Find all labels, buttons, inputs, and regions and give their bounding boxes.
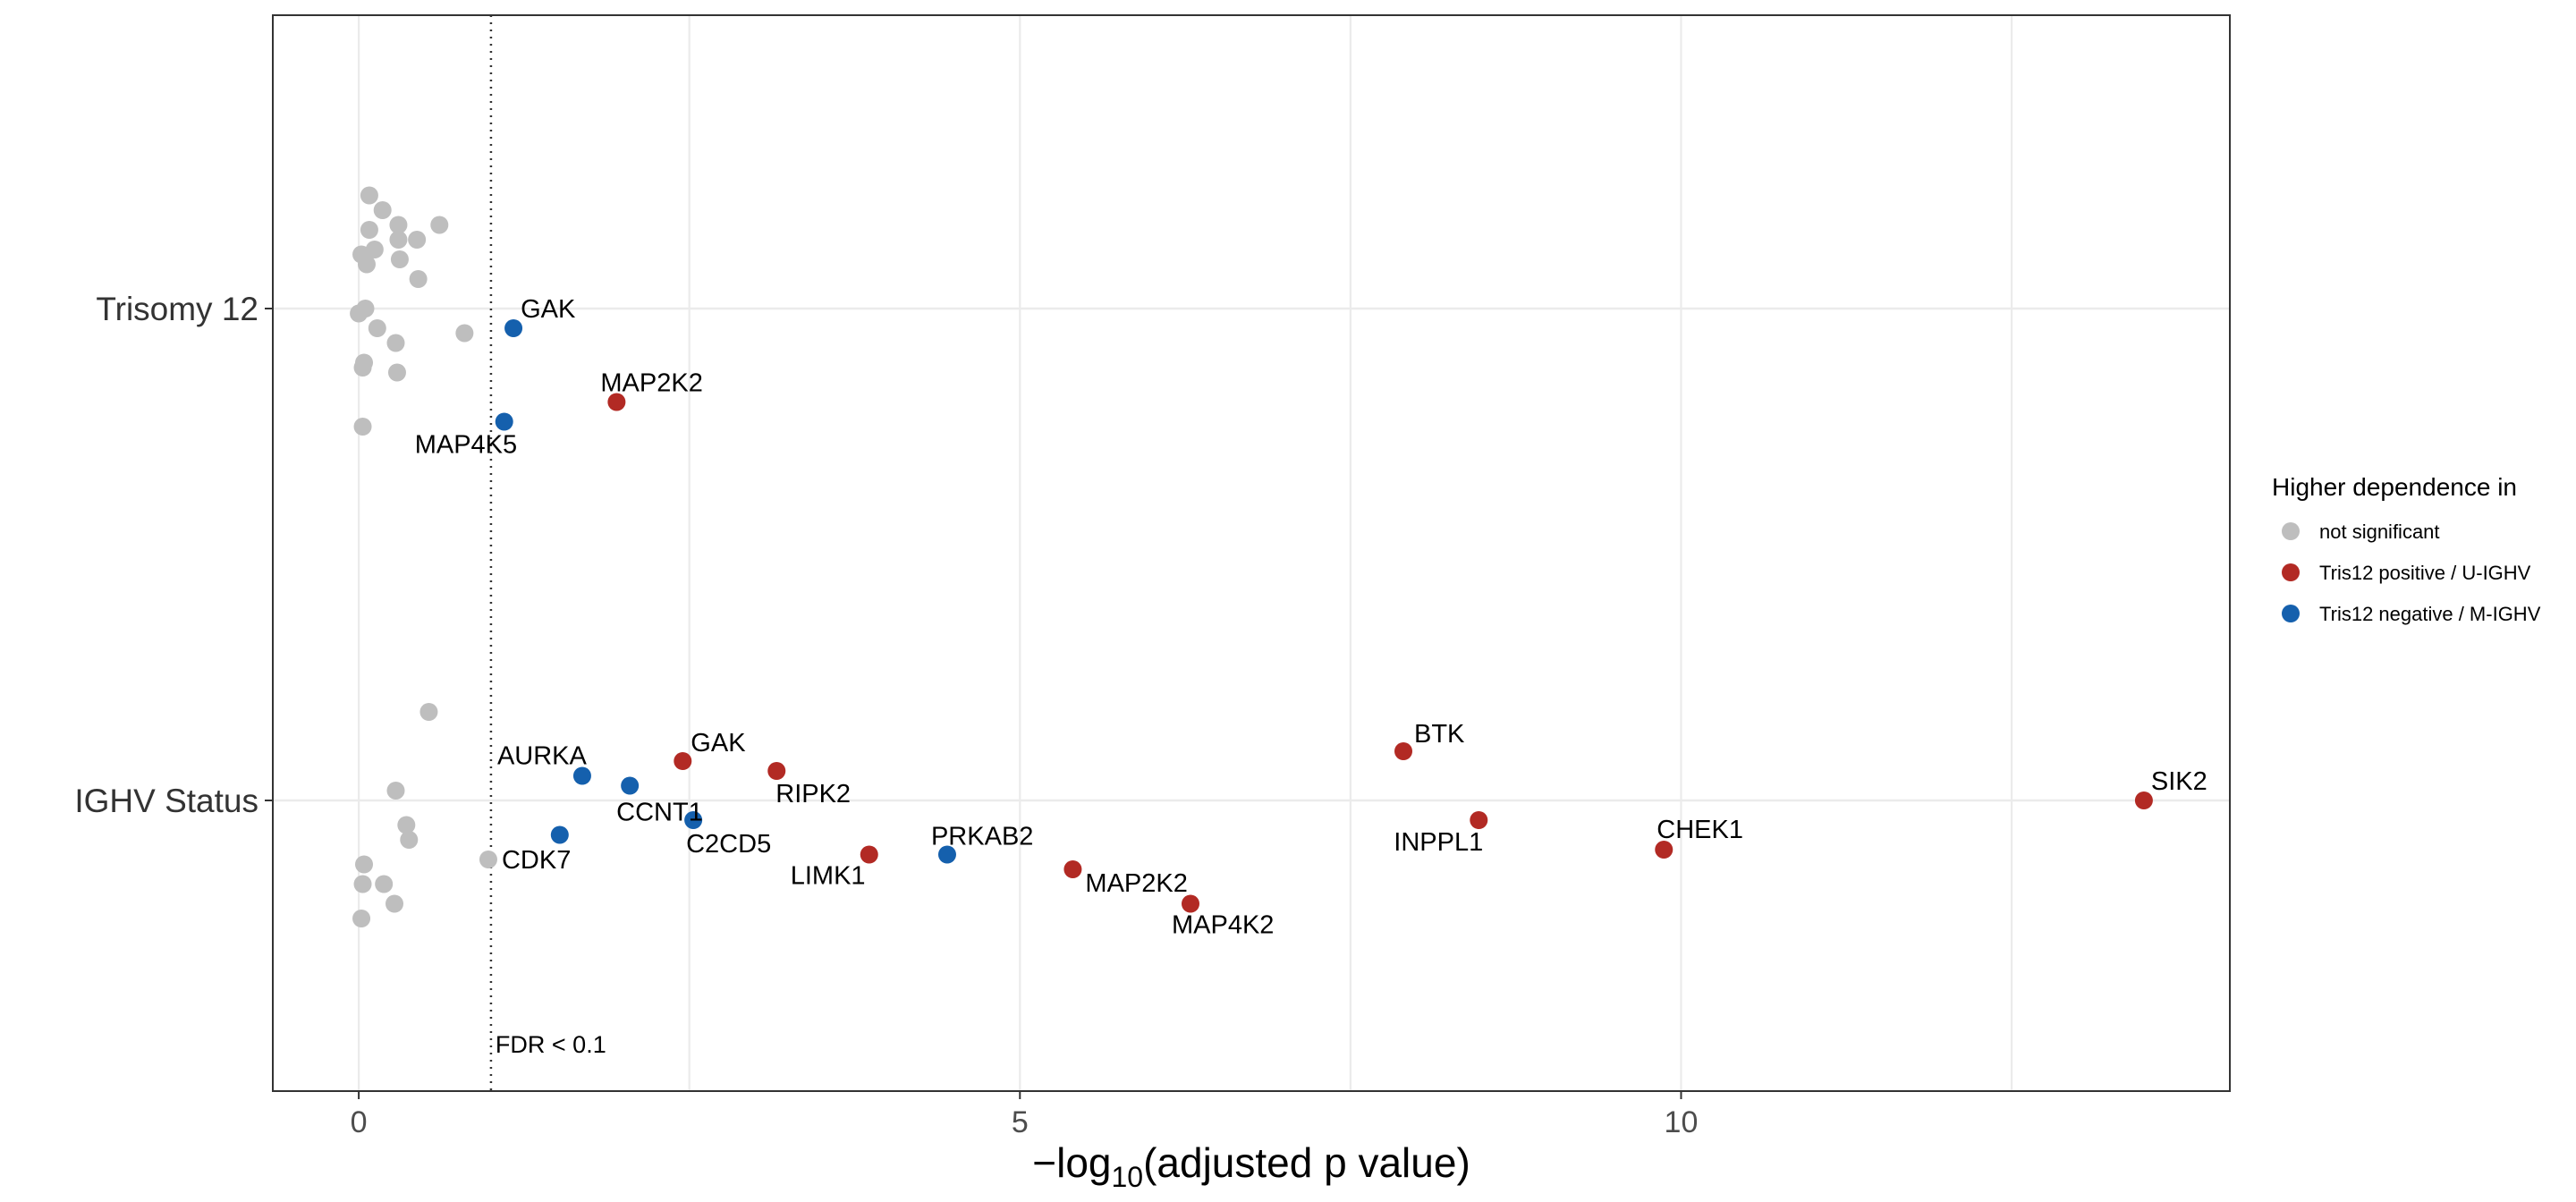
data-point-pos-limk1 xyxy=(860,845,878,864)
data-point-ns xyxy=(350,304,369,323)
x-axis-label: −log10(adjusted p value) xyxy=(1032,1139,1470,1193)
data-point-ns xyxy=(355,855,374,874)
data-point-neg-prkab2 xyxy=(937,845,956,864)
data-point-ns xyxy=(389,231,408,249)
data-point-pos-map2k2 xyxy=(607,393,626,411)
data-point-neg-gak xyxy=(504,319,523,337)
data-point-ns xyxy=(408,231,427,249)
y-tick-label-ighv-status: IGHV Status xyxy=(74,783,258,819)
x-axis-label-rest: (adjusted p value) xyxy=(1143,1139,1470,1186)
point-label-gak: GAK xyxy=(521,295,576,324)
data-point-ns xyxy=(397,816,416,834)
point-label-chek1: CHEK1 xyxy=(1657,816,1743,844)
data-point-ns-cdk7 xyxy=(479,851,497,868)
data-points xyxy=(350,186,2153,927)
point-label-inppl1: INPPL1 xyxy=(1394,828,1483,857)
data-point-pos-chek1 xyxy=(1655,841,1674,859)
data-point-ns xyxy=(400,831,419,849)
data-point-ns xyxy=(352,910,371,927)
x-tick-label: 5 xyxy=(1012,1105,1029,1139)
point-label-ccnt1: CCNT1 xyxy=(616,799,703,827)
point-label-map2k2: MAP2K2 xyxy=(600,369,702,398)
data-point-ns xyxy=(389,216,408,234)
legend-key-neg xyxy=(2282,605,2300,622)
grid-lines xyxy=(273,15,2230,1091)
data-point-neg-aurka xyxy=(572,766,591,785)
data-point-ns xyxy=(375,875,394,893)
data-point-ns xyxy=(353,875,372,893)
data-point-ns xyxy=(357,255,376,274)
point-label-aurka: AURKA xyxy=(497,742,588,771)
data-point-ns xyxy=(368,319,386,337)
legend: Higher dependence in not significant Tris… xyxy=(2272,473,2541,625)
x-axis-label-log: log xyxy=(1056,1139,1111,1186)
data-point-ns xyxy=(419,703,438,721)
point-labels: GAK MAP2K2 MAP4K5 CDK7 AURKA CCNT1 C2CD5 PRKAB2… xyxy=(415,295,2207,940)
data-point-ns xyxy=(409,270,428,288)
data-point-neg-c2cd5 xyxy=(684,811,703,829)
data-point-pos-map4k2 xyxy=(1181,894,1199,913)
axes: 0 5 10 Trisomy 12 IGHV Status xyxy=(74,291,1698,1139)
y-tick-label-trisomy-12: Trisomy 12 xyxy=(96,291,258,327)
x-axis-label-minus: − xyxy=(1032,1139,1056,1186)
x-tick-label: 10 xyxy=(1665,1105,1699,1139)
point-label-ripk2: RIPK2 xyxy=(775,780,851,808)
threshold-layer: FDR < 0.1 xyxy=(489,15,606,1091)
panel-border xyxy=(272,14,2231,1092)
data-point-ns xyxy=(373,201,392,219)
legend-key-pos xyxy=(2282,563,2300,581)
point-label-c2cd5: C2CD5 xyxy=(686,830,771,859)
data-point-ns xyxy=(353,418,372,436)
data-point-pos-gak xyxy=(674,752,692,770)
fdr-threshold-label: FDR < 0.1 xyxy=(496,1031,606,1058)
point-label-gak: GAK xyxy=(691,729,746,758)
data-point-pos-ripk2 xyxy=(767,762,786,780)
data-point-ns xyxy=(386,894,404,913)
data-point-ns xyxy=(455,324,474,343)
point-label-map4k2: MAP4K2 xyxy=(1172,911,1274,940)
data-point-ns xyxy=(360,186,378,205)
data-point-ns xyxy=(386,334,405,352)
point-label-sik2: SIK2 xyxy=(2151,767,2207,796)
x-tick-label: 0 xyxy=(351,1105,368,1139)
data-point-ns xyxy=(387,363,406,382)
legend-key-ns xyxy=(2282,522,2300,540)
x-axis-label-subscript: 10 xyxy=(1112,1161,1144,1193)
data-point-ns xyxy=(360,221,378,239)
point-label-cdk7: CDK7 xyxy=(502,846,571,875)
point-label-map4k5: MAP4K5 xyxy=(415,431,517,460)
legend-title: Higher dependence in xyxy=(2272,473,2517,501)
point-label-prkab2: PRKAB2 xyxy=(931,823,1033,851)
point-label-btk: BTK xyxy=(1414,720,1465,749)
point-label-map2k2: MAP2K2 xyxy=(1085,869,1187,898)
data-point-neg-map4k5 xyxy=(495,412,513,431)
data-point-ns xyxy=(390,250,409,268)
legend-label-ns: not significant xyxy=(2319,521,2440,543)
legend-label-neg: Tris12 negative / M-IGHV xyxy=(2319,603,2541,625)
data-point-neg xyxy=(550,825,569,844)
point-label-limk1: LIMK1 xyxy=(791,862,866,891)
data-point-pos-btk xyxy=(1394,742,1413,760)
data-point-ns xyxy=(353,359,372,377)
legend-label-pos: Tris12 positive / U-IGHV xyxy=(2319,562,2531,584)
data-point-ns xyxy=(430,216,449,234)
data-point-ns xyxy=(386,782,405,800)
data-point-pos-map2k2 xyxy=(1063,860,1082,878)
data-point-neg-ccnt1 xyxy=(621,776,640,795)
data-point-pos-inppl1 xyxy=(1470,811,1488,829)
data-point-pos-sik2 xyxy=(2134,791,2153,809)
